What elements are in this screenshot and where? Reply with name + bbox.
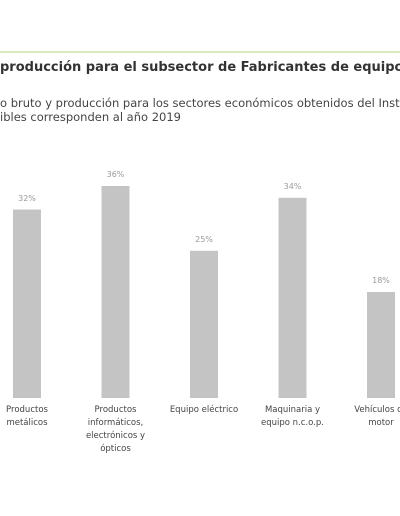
- chart-title: producción para el subsector de Fabrican…: [0, 60, 400, 75]
- bar: [278, 197, 307, 398]
- bar: [13, 209, 41, 398]
- value-label: 32%: [18, 193, 36, 203]
- x-tick-label: Equipo eléctrico: [169, 405, 239, 415]
- subtitle: ibles corresponden al año 2019: [0, 110, 181, 124]
- x-tick-label: Productos informáticos, electrónicos y ó…: [85, 405, 146, 454]
- value-label: 25%: [195, 234, 213, 244]
- bar: [190, 250, 218, 398]
- value-label: 36%: [106, 170, 125, 179]
- x-tick-label: Productos metálicos: [6, 405, 48, 428]
- x-tick-label: Maquinaria y equipo n.c.o.p.: [261, 405, 324, 428]
- x-tick-label: Vehículos de motor: [354, 405, 400, 428]
- value-label: 34%: [283, 181, 302, 191]
- bar: [367, 292, 395, 398]
- bar: [101, 186, 130, 398]
- value-label: 18%: [372, 276, 390, 285]
- subtitle: o bruto y producción para los sectores e…: [0, 96, 400, 110]
